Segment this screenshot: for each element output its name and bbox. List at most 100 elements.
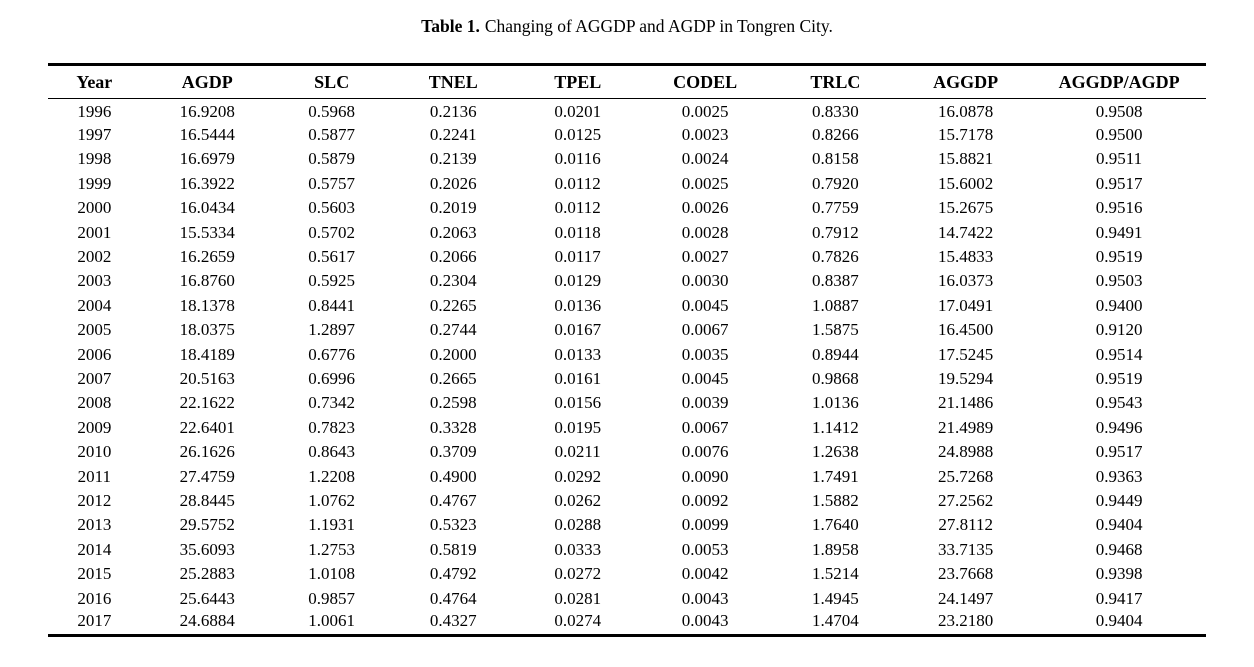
table-cell: 29.5752 — [179, 515, 235, 535]
column-header: AGGDP/AGDP — [1032, 64, 1206, 99]
table-caption-text: Changing of AGGDP and AGDP in Tongren Ci… — [484, 16, 833, 36]
table-cell: 0.2265 — [429, 295, 477, 315]
table-row: 2007 20.5163 0.6996 0.2665 0.0161 0.0045 0.986… — [48, 367, 1206, 391]
table-cell: 2009 — [77, 417, 112, 437]
table-body: 1996 16.9208 0.5968 0.2136 0.0201 0.0025 0.833… — [48, 99, 1206, 636]
table-cell: 0.0288 — [554, 515, 602, 535]
table-cell: 0.0112 — [554, 198, 601, 218]
table-cell: 0.0027 — [681, 247, 729, 267]
table-row: 1996 16.9208 0.5968 0.2136 0.0201 0.0025 0.833… — [48, 99, 1206, 123]
table-cell: 0.2000 — [429, 344, 477, 364]
table-cell: 0.4764 — [429, 588, 477, 608]
table-cell: 0.3328 — [429, 417, 477, 437]
table-cell: 0.9468 — [1095, 539, 1143, 559]
table-cell: 1999 — [77, 173, 112, 193]
table-cell: 0.5877 — [308, 125, 356, 145]
table-cell: 0.9514 — [1095, 344, 1143, 364]
table-cell: 1.0108 — [308, 564, 356, 584]
table-cell: 0.8330 — [812, 102, 859, 122]
table-cell: 14.7422 — [938, 222, 994, 242]
table-cell: 2003 — [77, 271, 112, 291]
table-cell: 1.2208 — [308, 466, 356, 486]
table-cell: 0.3709 — [429, 442, 477, 462]
table-cell: 25.6443 — [179, 588, 235, 608]
table-cell: 2004 — [77, 295, 112, 315]
table-cell: 0.0028 — [681, 222, 729, 242]
table-cell: 1.5882 — [812, 490, 859, 510]
table-cell: 0.0281 — [554, 588, 602, 608]
table-cell: 0.2139 — [429, 149, 477, 169]
table-cell: 0.2304 — [429, 271, 477, 291]
table-cell: 0.8441 — [308, 295, 356, 315]
table-cell: 0.0042 — [681, 564, 729, 584]
table-cell: 0.0116 — [554, 149, 601, 169]
table-cell: 16.5444 — [179, 125, 235, 145]
table-cell: 0.0292 — [554, 466, 602, 486]
table-cell: 0.0039 — [681, 393, 729, 413]
table-cell: 0.9516 — [1095, 198, 1143, 218]
table-cell: 2002 — [77, 247, 112, 267]
table-row: 2013 29.5752 1.1931 0.5323 0.0288 0.0099 1.764… — [48, 513, 1206, 537]
table-cell: 0.4767 — [429, 490, 477, 510]
table-cell: 1.5214 — [812, 564, 859, 584]
table-cell: 15.7178 — [938, 125, 994, 145]
table-cell: 0.0025 — [681, 173, 729, 193]
table-cell: 0.0053 — [681, 539, 729, 559]
table-cell: 0.9449 — [1095, 490, 1143, 510]
table-cell: 0.0092 — [681, 490, 729, 510]
table-cell: 2008 — [77, 393, 112, 413]
table-cell: 0.0272 — [554, 564, 602, 584]
table-row: 2003 16.8760 0.5925 0.2304 0.0129 0.0030 0.838… — [48, 269, 1206, 293]
table-cell: 0.0125 — [554, 125, 602, 145]
table-cell: 16.0878 — [938, 102, 994, 122]
table-cell: 2000 — [77, 198, 112, 218]
table-cell: 24.1497 — [938, 588, 994, 608]
table-cell: 0.0129 — [554, 271, 602, 291]
table-cell: 16.4500 — [938, 320, 994, 340]
table-row: 2010 26.1626 0.8643 0.3709 0.0211 0.0076 1.263… — [48, 440, 1206, 464]
table-cell: 0.5603 — [308, 198, 356, 218]
table-cell: 16.6979 — [179, 149, 235, 169]
table-cell: 18.4189 — [179, 344, 235, 364]
table-cell: 2005 — [77, 320, 112, 340]
table-header: Year AGDP SLC TNEL TPEL CODEL TRLC AGGDP AGGDP/A… — [48, 64, 1206, 99]
table-cell: 0.8266 — [812, 125, 859, 145]
table-cell: 0.7759 — [812, 198, 859, 218]
table-cell: 0.9519 — [1095, 247, 1143, 267]
table-cell: 0.5968 — [308, 102, 356, 122]
table-cell: 2015 — [77, 564, 112, 584]
column-header: AGGDP — [899, 64, 1033, 99]
table-row: 2015 25.2883 1.0108 0.4792 0.0272 0.0042 1.521… — [48, 562, 1206, 586]
table-cell: 1.4704 — [812, 610, 859, 630]
table-cell: 24.8988 — [938, 442, 994, 462]
table-cell: 18.1378 — [179, 295, 235, 315]
table-cell: 1.4945 — [812, 588, 859, 608]
table-cell: 0.4327 — [429, 610, 477, 630]
table-cell: 16.2659 — [179, 247, 235, 267]
table-cell: 0.0133 — [554, 344, 602, 364]
table-cell: 0.2136 — [429, 102, 477, 122]
table-cell: 0.0167 — [554, 320, 602, 340]
table-cell: 0.0067 — [681, 417, 729, 437]
table-row: 1998 16.6979 0.5879 0.2139 0.0116 0.0024 0.815… — [48, 147, 1206, 171]
column-header: CODEL — [638, 64, 772, 99]
table-cell: 1.1412 — [812, 417, 859, 437]
table-cell: 17.0491 — [938, 295, 994, 315]
table-cell: 0.8643 — [308, 442, 356, 462]
table-cell: 1.5875 — [812, 320, 859, 340]
table-cell: 0.0161 — [554, 368, 602, 388]
table-cell: 2010 — [77, 442, 112, 462]
table-cell: 16.8760 — [179, 271, 235, 291]
table-cell: 15.2675 — [938, 198, 994, 218]
table-cell: 0.7342 — [308, 393, 356, 413]
table-cell: 0.0045 — [681, 295, 729, 315]
table-cell: 24.6884 — [179, 610, 235, 630]
table-cell: 0.2063 — [429, 222, 477, 242]
column-header: Year — [48, 64, 141, 99]
table-cell: 0.6776 — [308, 344, 356, 364]
table-cell: 2017 — [77, 610, 112, 630]
table-cell: 0.0195 — [554, 417, 602, 437]
table-cell: 25.2883 — [179, 564, 235, 584]
table-row: 2008 22.1622 0.7342 0.2598 0.0156 0.0039 1.013… — [48, 391, 1206, 415]
table-cell: 0.9543 — [1095, 393, 1143, 413]
